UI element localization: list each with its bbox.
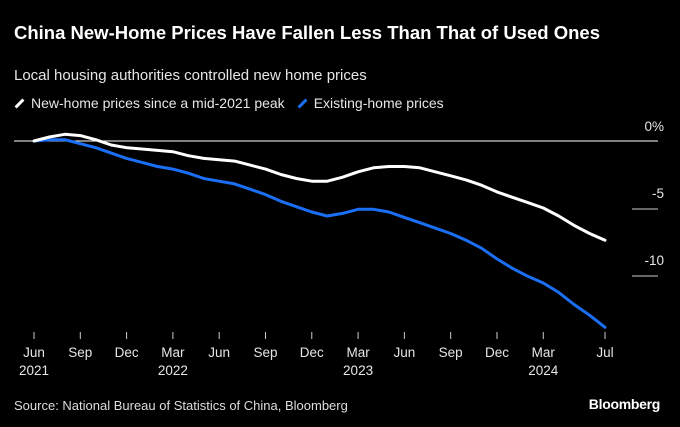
y-tick-label: -5 xyxy=(652,186,664,201)
x-tick-year: 2022 xyxy=(158,363,188,378)
x-tick-year: 2023 xyxy=(343,363,373,378)
bloomberg-logo: Bloomberg xyxy=(588,396,661,412)
y-tick-label: 0% xyxy=(644,119,664,134)
x-tick-label: Mar xyxy=(532,345,556,360)
chart-title: China New-Home Prices Have Fallen Less T… xyxy=(14,22,600,43)
x-tick-year: 2021 xyxy=(19,363,49,378)
x-tick-label: Dec xyxy=(115,345,139,360)
legend-label-existing-home: Existing-home prices xyxy=(313,95,444,111)
x-tick-label: Jun xyxy=(23,345,45,360)
source-note: Source: National Bureau of Statistics of… xyxy=(14,398,348,413)
series-line-new-home xyxy=(32,132,607,242)
x-tick-label: Jun xyxy=(208,345,230,360)
x-tick-label: Dec xyxy=(300,345,324,360)
series-line-existing-home xyxy=(32,138,607,329)
x-tick-label: Sep xyxy=(439,345,463,360)
x-tick-label: Jul xyxy=(596,345,613,360)
y-tick-label: -10 xyxy=(644,253,664,268)
x-tick-label: Dec xyxy=(485,345,509,360)
legend: New-home prices since a mid-2021 peak Ex… xyxy=(14,95,444,111)
x-tick-label: Sep xyxy=(68,345,92,360)
chart-subtitle: Local housing authorities controlled new… xyxy=(14,67,367,84)
x-tick-year: 2024 xyxy=(528,363,559,378)
x-tick-label: Sep xyxy=(253,345,277,360)
x-tick-label: Mar xyxy=(161,345,185,360)
x-tick-label: Mar xyxy=(346,345,370,360)
legend-label-new-home: New-home prices since a mid-2021 peak xyxy=(31,95,285,111)
x-tick-label: Jun xyxy=(393,345,415,360)
